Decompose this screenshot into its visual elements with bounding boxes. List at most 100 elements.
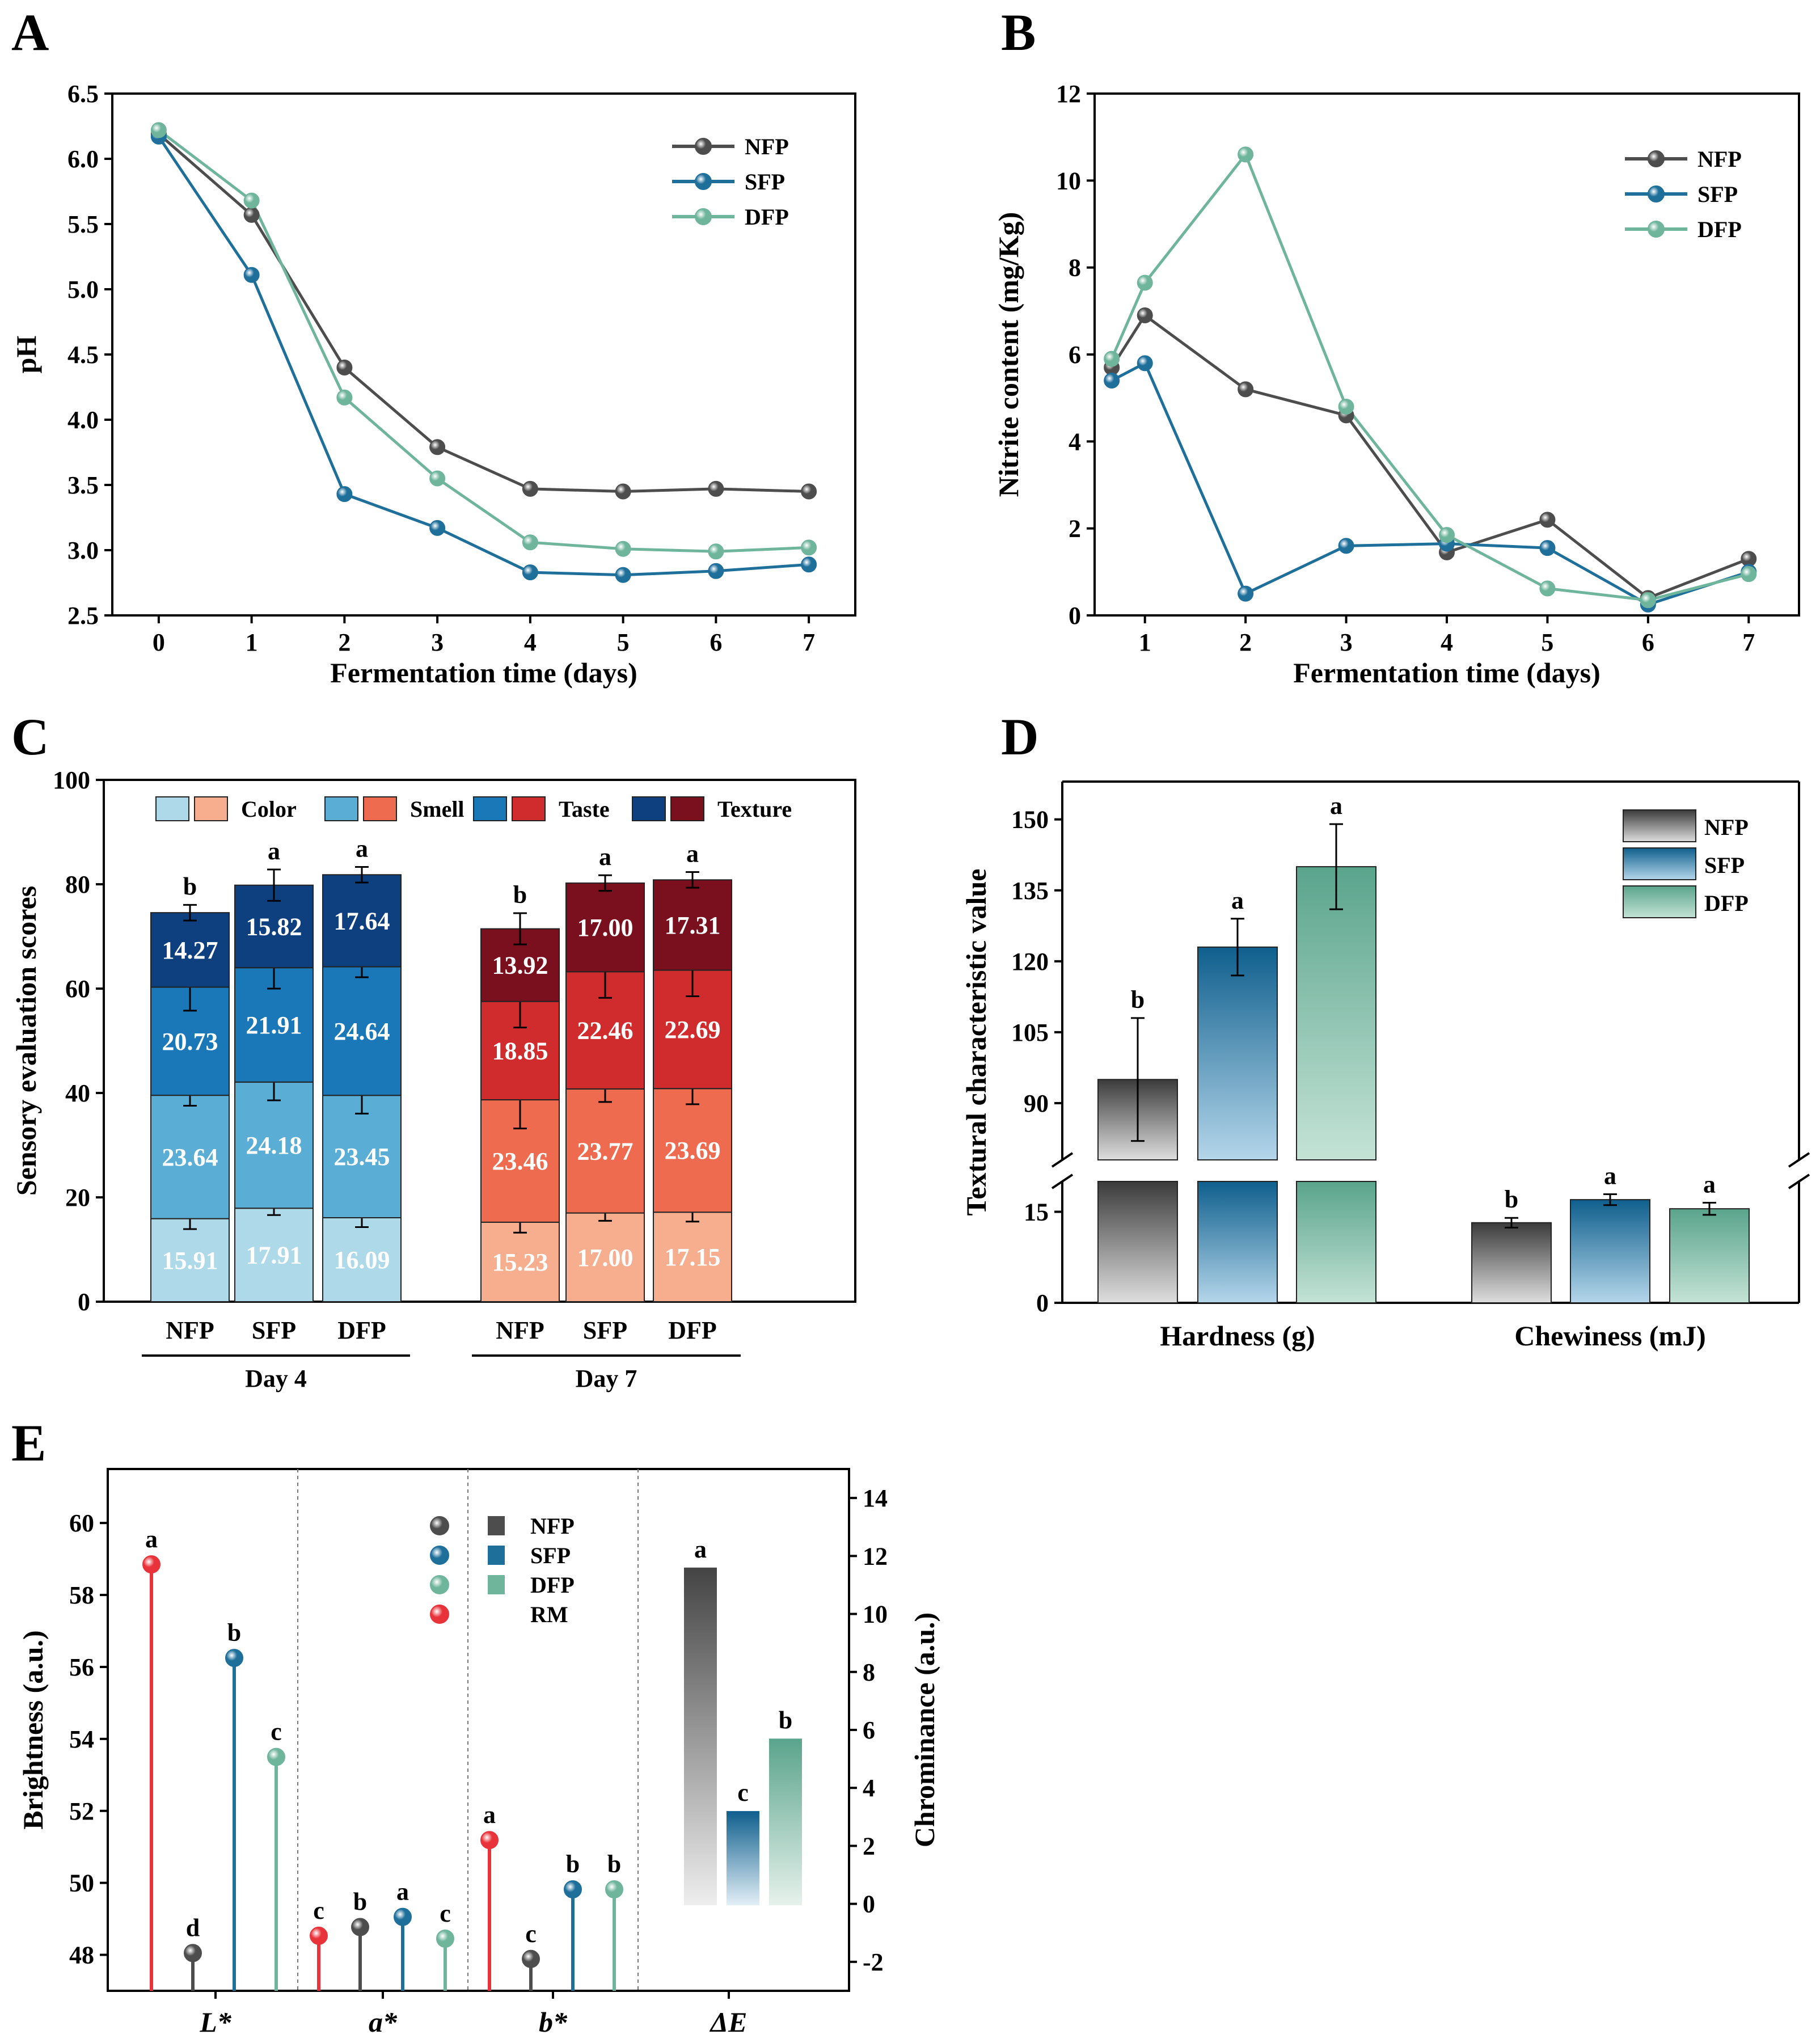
y-tick-label: 52 — [69, 1797, 94, 1825]
y-tick-label: 5.0 — [67, 276, 99, 303]
legend-marker — [430, 1605, 449, 1624]
bar-lower-part — [1296, 1181, 1376, 1303]
plot-frame — [103, 779, 856, 1303]
segment-value-label: 23.64 — [162, 1143, 218, 1171]
y-tick-label: 12 — [1056, 80, 1081, 108]
panel-label-B: B — [1001, 3, 1036, 61]
y-tick-label: 80 — [65, 871, 90, 898]
axis-break-mark — [1051, 1152, 1074, 1168]
segment-value-label: 17.00 — [577, 914, 634, 942]
data-point-SFP — [801, 556, 817, 573]
y-tick-label: 54 — [69, 1725, 94, 1753]
group-label: Day 4 — [245, 1365, 307, 1392]
y-tick-label: 3.5 — [67, 471, 99, 499]
bar-upper-part — [1296, 866, 1376, 1160]
legend-label: NFP — [745, 134, 789, 159]
figure-layer: A BC DE2.53.03.54.04.55.05.56.06.50 1 2 3 4 5 6 7… — [10, 3, 1810, 2038]
x-category-label: L* — [199, 2006, 232, 2038]
data-point-DFP — [801, 539, 817, 556]
legend-swatch — [1623, 847, 1696, 880]
data-point-DFP — [336, 389, 353, 406]
segment-value-label: 21.91 — [246, 1011, 302, 1039]
segment-value-label: 17.91 — [246, 1242, 302, 1269]
data-point-DFP — [150, 122, 167, 138]
y-tick-right-label: 2 — [863, 1832, 875, 1860]
axis-break-mark — [1788, 1152, 1810, 1168]
legend-label: NFP — [1704, 814, 1749, 840]
data-point-NFP — [429, 439, 446, 455]
data-point-NFP — [243, 206, 260, 223]
data-point-SFP — [1104, 373, 1120, 389]
segment-value-label: 22.69 — [665, 1016, 721, 1044]
x-tick-label: 3 — [431, 628, 444, 656]
segment-value-label: 17.64 — [334, 907, 390, 935]
delta-e-bar — [769, 1738, 802, 1906]
y-tick-label: 2.5 — [67, 602, 99, 630]
lollipop-head-NFP — [184, 1944, 202, 1962]
stack-segment — [150, 1218, 230, 1302]
data-point-DFP — [429, 470, 446, 487]
axis-break-mark — [1788, 1174, 1810, 1189]
stack-segment — [322, 1217, 402, 1302]
legend-marker — [695, 138, 712, 155]
x-tick-label: 6 — [710, 628, 722, 656]
y-tick-label: 3.0 — [67, 537, 99, 564]
data-point-DFP — [1439, 527, 1455, 543]
y-tick-label: 6.5 — [67, 80, 99, 108]
legend-swatch — [194, 796, 228, 821]
significance-letter: b — [353, 1888, 367, 1916]
lollipop-head-NFP — [522, 1949, 540, 1968]
legend-swatch — [512, 796, 546, 821]
x-category-label: NFP — [496, 1316, 544, 1344]
panel-label-D: D — [1001, 708, 1038, 766]
y-tick-label: 8 — [1069, 254, 1081, 282]
x-axis-title: Fermentation time (days) — [1293, 657, 1601, 689]
stack-segment — [565, 1088, 645, 1214]
lollipop-head-RM — [310, 1926, 328, 1945]
y-tick-label: 5.5 — [67, 210, 99, 238]
legend-label: Color — [241, 796, 297, 822]
bar — [1570, 1199, 1650, 1304]
significance-letter: c — [525, 1920, 537, 1948]
x-tick-label: 6 — [1642, 628, 1654, 656]
legend-swatch — [488, 1516, 505, 1535]
stack-segment — [234, 1208, 314, 1303]
stack-segment — [565, 882, 645, 973]
significance-letter: d — [186, 1914, 200, 1941]
significance-letter: a — [1703, 1170, 1716, 1198]
x-category-label: Chewiness (mJ) — [1514, 1320, 1705, 1352]
significance-letter: b — [566, 1850, 580, 1878]
y-tick-label: 60 — [69, 1509, 94, 1537]
legend-label: SFP — [1697, 181, 1738, 207]
legend-marker — [1648, 150, 1665, 167]
lollipop-head-RM — [142, 1555, 161, 1574]
significance-letter: a — [1231, 887, 1244, 914]
significance-letter: c — [271, 1718, 282, 1746]
y-tick-label: 10 — [1056, 167, 1081, 195]
legend-swatch — [363, 796, 397, 821]
series-line-SFP — [157, 136, 809, 577]
data-point-SFP — [1338, 538, 1354, 554]
group-label: Day 7 — [576, 1365, 637, 1392]
stack-segment — [322, 966, 402, 1096]
segment-value-label: 23.45 — [334, 1143, 390, 1171]
significance-letter: a — [483, 1801, 496, 1829]
legend-label: DFP — [530, 1572, 575, 1598]
series-line-DFP — [158, 129, 809, 553]
panel-label-C: C — [11, 708, 49, 766]
significance-letter: a — [1604, 1162, 1616, 1189]
y-tick-right-label: 14 — [863, 1484, 888, 1512]
stack-segment — [653, 1212, 732, 1302]
significance-letter: b — [779, 1706, 792, 1734]
bar-lower-part — [1197, 1181, 1278, 1303]
legend-marker — [1648, 221, 1665, 238]
segment-value-label: 24.18 — [246, 1132, 302, 1159]
x-category-label: NFP — [166, 1316, 214, 1344]
data-point-DFP — [243, 192, 260, 209]
data-point-NFP — [336, 360, 353, 375]
stack-segment — [653, 1088, 732, 1213]
y-tick-label: 40 — [65, 1079, 90, 1107]
series-line-SFP — [1111, 361, 1750, 606]
data-point-DFP — [1640, 592, 1656, 609]
